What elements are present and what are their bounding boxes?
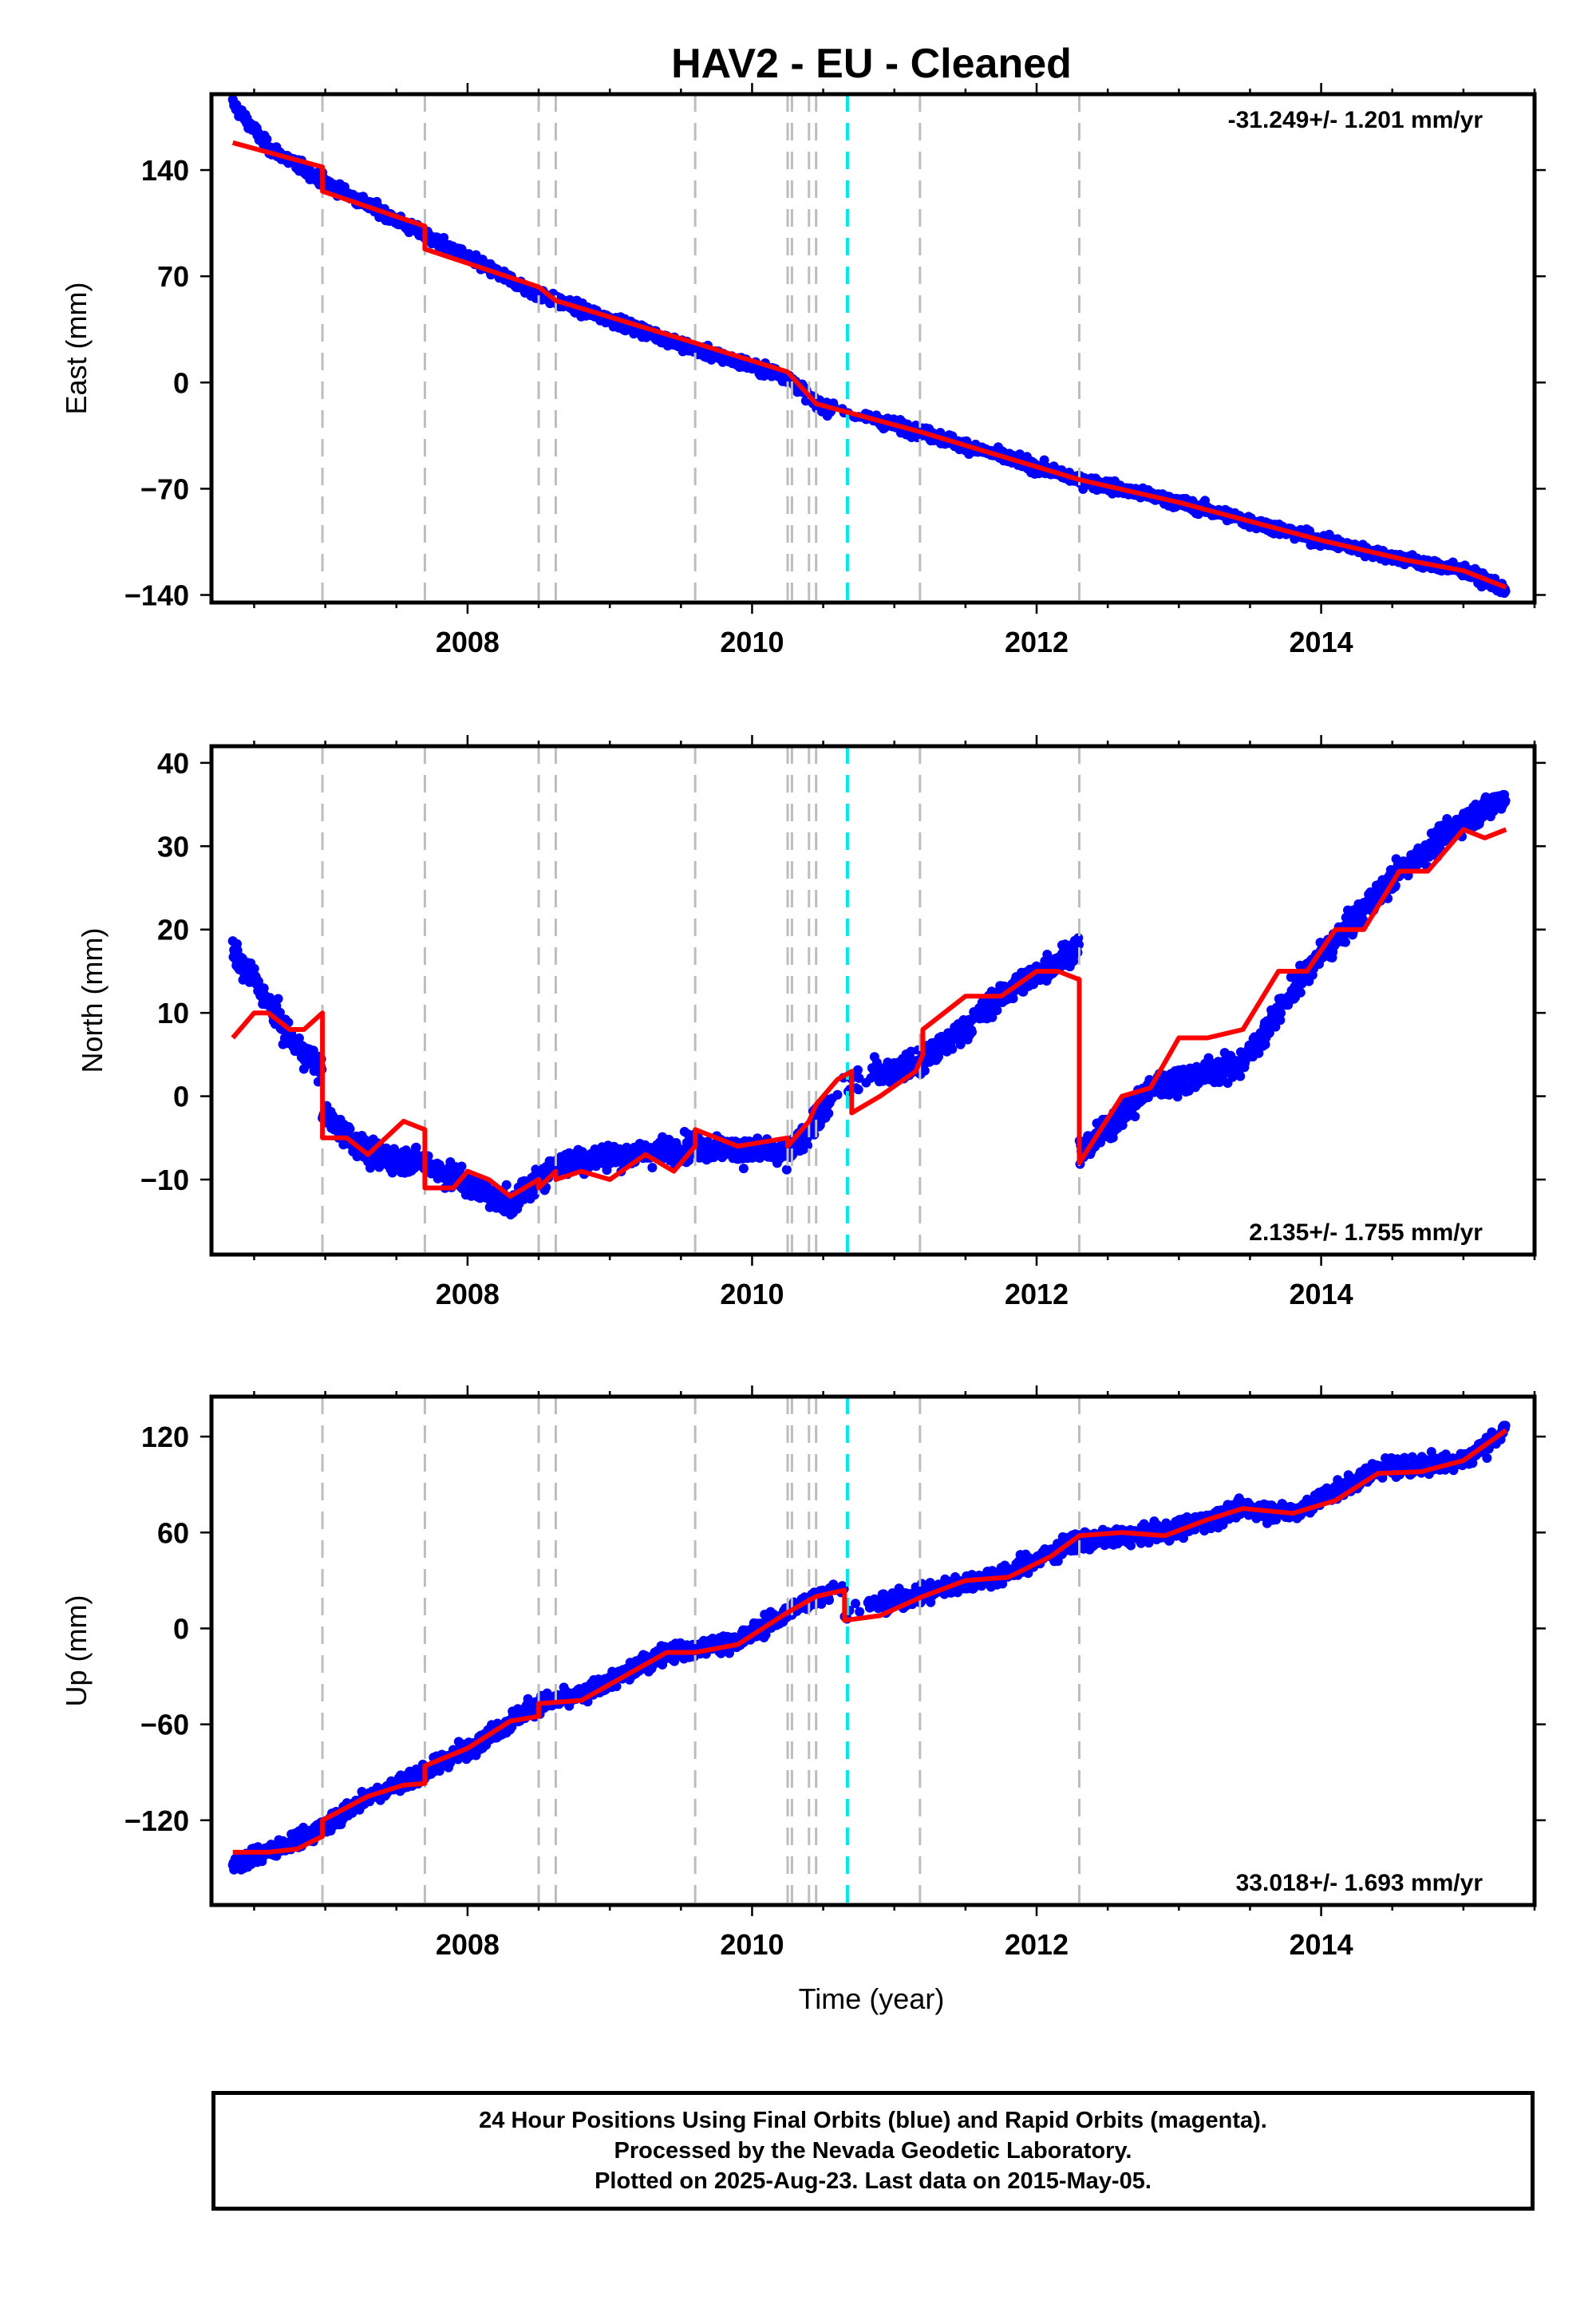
data-point bbox=[298, 1064, 309, 1074]
x-tick-label: 2010 bbox=[720, 1278, 784, 1310]
y-tick-label: 40 bbox=[157, 747, 189, 780]
data-point bbox=[1500, 796, 1511, 806]
y-axis-label: North (mm) bbox=[76, 928, 109, 1073]
x-tick-label: 2010 bbox=[720, 626, 784, 658]
data-point bbox=[906, 1046, 916, 1057]
data-point bbox=[781, 1164, 792, 1175]
observation-points bbox=[227, 789, 1511, 1219]
y-tick-label: 140 bbox=[141, 154, 189, 187]
y-tick-label: −10 bbox=[140, 1164, 189, 1196]
data-point bbox=[992, 1006, 1002, 1015]
data-point bbox=[1264, 1028, 1274, 1038]
x-tick-label: 2014 bbox=[1290, 626, 1353, 658]
data-point bbox=[1500, 586, 1511, 596]
data-point bbox=[249, 963, 259, 974]
data-point bbox=[738, 1164, 749, 1174]
y-tick-label: 10 bbox=[157, 997, 189, 1030]
data-point bbox=[824, 1109, 834, 1119]
data-point bbox=[987, 1012, 998, 1022]
y-tick-label: 70 bbox=[157, 260, 189, 293]
data-point bbox=[501, 1180, 512, 1190]
y-tick-label: 0 bbox=[173, 366, 189, 399]
data-point bbox=[273, 994, 283, 1004]
x-tick-label: 2012 bbox=[1005, 626, 1069, 658]
data-point bbox=[262, 134, 272, 144]
y-tick-label: 30 bbox=[157, 830, 189, 863]
data-point bbox=[1341, 937, 1350, 947]
data-point bbox=[947, 1044, 958, 1054]
data-point bbox=[1130, 1112, 1140, 1121]
data-point bbox=[854, 1073, 864, 1083]
x-tick-label: 2012 bbox=[1005, 1278, 1069, 1310]
data-point bbox=[919, 1065, 930, 1076]
data-point bbox=[1270, 1022, 1281, 1032]
data-point bbox=[1295, 987, 1306, 998]
data-point bbox=[345, 1124, 355, 1134]
data-point bbox=[853, 1065, 863, 1075]
y-tick-label: 20 bbox=[157, 914, 189, 947]
data-point bbox=[832, 1089, 843, 1100]
observation-points bbox=[227, 1421, 1511, 1875]
data-point bbox=[1008, 994, 1018, 1004]
plot-area bbox=[227, 94, 1511, 603]
velocity-annotation: 2.135+/- 1.755 mm/yr bbox=[1249, 1219, 1483, 1246]
y-tick-label: 0 bbox=[173, 1081, 189, 1113]
data-point bbox=[456, 1161, 467, 1172]
data-point bbox=[411, 1142, 421, 1152]
plot-area bbox=[227, 746, 1511, 1255]
y-tick-label: −140 bbox=[124, 579, 189, 611]
data-point bbox=[1276, 1008, 1286, 1018]
data-point bbox=[275, 1007, 285, 1018]
model-line bbox=[231, 140, 1507, 590]
data-point bbox=[853, 1085, 863, 1095]
data-point bbox=[439, 232, 449, 243]
data-point bbox=[967, 1027, 977, 1037]
x-tick-label: 2008 bbox=[436, 626, 500, 658]
panel-east: 2008 2010 2012 2014 140 70 0 −70 −140 East (mm) -3… bbox=[60, 83, 1546, 658]
data-point bbox=[647, 1163, 658, 1172]
data-point bbox=[1074, 939, 1084, 950]
data-point bbox=[1039, 455, 1049, 465]
data-point bbox=[803, 1140, 813, 1151]
plot-area bbox=[227, 1397, 1511, 1905]
model-line bbox=[231, 827, 1507, 1199]
data-point bbox=[529, 1190, 539, 1200]
x-tick-label: 2014 bbox=[1290, 1278, 1353, 1310]
x-tick-label: 2008 bbox=[436, 1278, 500, 1310]
figure-title: HAV2 - EU - Cleaned bbox=[671, 41, 1072, 87]
data-point bbox=[1275, 1015, 1286, 1026]
y-tick-label: −70 bbox=[140, 472, 189, 505]
y-axis-label: East (mm) bbox=[60, 283, 93, 415]
data-point bbox=[1235, 1071, 1246, 1081]
velocity-annotation: -31.249+/- 1.201 mm/yr bbox=[1228, 107, 1483, 133]
observation-points bbox=[227, 94, 1511, 599]
plot-frame bbox=[209, 744, 1537, 1257]
plot-frame bbox=[209, 92, 1537, 605]
